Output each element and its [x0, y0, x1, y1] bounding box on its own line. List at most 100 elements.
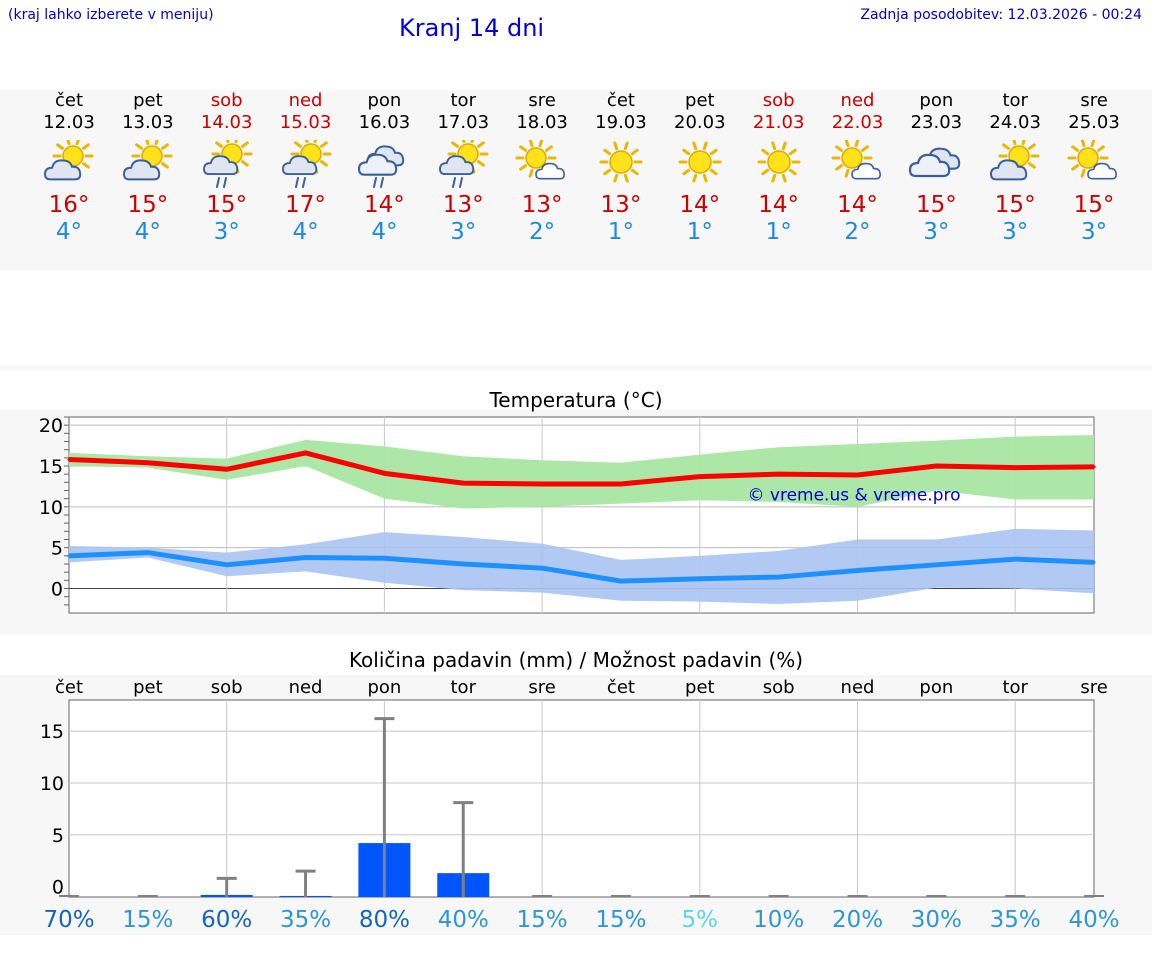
min-temp-point [540, 566, 544, 570]
y-tick-label: 15 [39, 456, 63, 478]
max-temp: 15° [127, 192, 169, 218]
max-temp-point [1013, 466, 1017, 470]
min-temp: 1° [607, 219, 634, 245]
max-temp: 17° [285, 192, 326, 218]
min-temp: 4° [134, 219, 161, 245]
day-date: 15.03 [279, 112, 332, 133]
day-name: pet [133, 90, 163, 111]
x-tick-label: čet [607, 677, 635, 698]
x-tick-label: pet [133, 677, 163, 698]
precip-probability: 20% [832, 907, 883, 933]
x-tick-label: tor [451, 677, 477, 698]
day-column: ned 15.03 17° 4° [266, 90, 346, 245]
x-tick-label: tor [1002, 677, 1028, 698]
max-temp-point [1092, 465, 1096, 469]
precip-probability: 80% [359, 907, 410, 933]
day-name: pon [919, 90, 954, 111]
min-temp-point [304, 555, 308, 559]
max-temp-point [67, 457, 71, 461]
min-temp: 3° [1002, 219, 1029, 245]
max-temp: 13° [521, 192, 563, 218]
min-temp-point [225, 563, 229, 567]
cloud-rain-icon [358, 145, 405, 188]
max-temp: 14° [679, 192, 721, 218]
min-temp: 3° [213, 219, 240, 245]
precip-probability: 35% [990, 907, 1041, 933]
min-temp: 3° [923, 219, 950, 245]
temperature-chart: 0 5 10 15 20 © vreme.us & vreme.pro [39, 415, 1096, 614]
precip-probability: 35% [280, 907, 331, 933]
min-temp: 1° [686, 219, 713, 245]
day-column: pon 16.03 14° 4° [344, 90, 424, 245]
precip-probability: 15% [517, 907, 568, 933]
precip-probability: 40% [1068, 907, 1119, 933]
min-temp: 3° [1080, 219, 1108, 245]
day-name: ned [840, 90, 875, 111]
min-temp-point [382, 556, 386, 560]
sun-icon [599, 141, 643, 183]
day-name: pon [367, 90, 402, 111]
max-temp-point [304, 451, 308, 455]
day-name: sob [210, 90, 243, 111]
partly-cloudy-icon [44, 140, 94, 181]
day-date: 20.03 [674, 112, 726, 133]
min-temp-point [146, 551, 150, 555]
day-name: tor [450, 90, 476, 111]
min-temp-band [69, 528, 1095, 605]
x-tick-label: pon [919, 677, 953, 698]
min-temp: 4° [371, 219, 398, 245]
max-temp: 14° [837, 192, 878, 218]
day-name: čet [54, 90, 84, 111]
x-tick-label: ned [289, 677, 323, 698]
precip-probability: 10% [753, 907, 804, 933]
sun-icon [757, 141, 801, 183]
max-temp-band [69, 434, 1095, 509]
y-tick-label: 10 [39, 497, 63, 519]
day-date: 22.03 [831, 112, 884, 133]
day-date: 17.03 [437, 112, 490, 133]
precip-probability: 30% [911, 907, 962, 933]
max-temp: 15° [915, 192, 957, 218]
max-temp-point [146, 461, 150, 465]
min-temp-point [934, 563, 938, 567]
location-hint[interactable]: (kraj lahko izberete v meniju) [8, 7, 214, 23]
day-name: čet [606, 90, 635, 111]
min-temp: 2° [529, 219, 556, 245]
y-tick-label: 5 [52, 825, 64, 847]
day-column: sre 18.03 13° 2° [502, 90, 582, 245]
day-name: tor [1002, 90, 1028, 111]
day-column: čet 19.03 13° 1° [581, 90, 661, 245]
day-column: pet 13.03 15° 4° [108, 90, 188, 245]
precip-probability: 40% [438, 907, 489, 933]
y-tick-label: 15 [40, 721, 64, 743]
sun-cloud-rain-icon [202, 140, 253, 188]
min-temp: 2° [844, 219, 871, 245]
day-column: pon 23.03 15° 3° [896, 90, 976, 245]
daily-forecast-panel [0, 90, 1152, 270]
divider [0, 365, 1152, 370]
watermark: © vreme.us & vreme.pro [747, 486, 960, 506]
y-tick-label: 10 [40, 773, 64, 795]
precip-probability: 15% [595, 907, 646, 933]
day-name: sob [762, 90, 795, 111]
partly-cloudy-icon [122, 140, 173, 181]
day-date: 24.03 [989, 112, 1041, 133]
x-tick-label: ned [841, 677, 875, 698]
precip-probability: 70% [43, 907, 94, 933]
precipitation-chart: 0 5 10 15 čet pet sob ned pon tor sre čet pet sob ned p… [40, 677, 1120, 933]
max-temp-point [382, 471, 386, 475]
day-date: 21.03 [752, 112, 805, 133]
day-name: pet [685, 90, 715, 111]
max-temp-point [619, 482, 623, 486]
day-date: 18.03 [516, 112, 568, 133]
min-temp: 4° [55, 219, 83, 245]
sun-cloud-rain-icon [281, 140, 332, 188]
page-title: Kranj 14 dni [399, 14, 545, 42]
sun-cloud-rain-icon [439, 140, 489, 188]
day-name: sre [528, 90, 556, 111]
precipitation-chart-title: Količina padavin (mm) / Možnost padavin … [348, 648, 804, 672]
last-updated: Zadnja posodobitev: 12.03.2026 - 00:24 [860, 7, 1142, 23]
day-date: 25.03 [1068, 112, 1120, 133]
temperature-chart-title: Temperatura (°C) [489, 388, 663, 412]
precip-probability: 60% [201, 907, 252, 933]
